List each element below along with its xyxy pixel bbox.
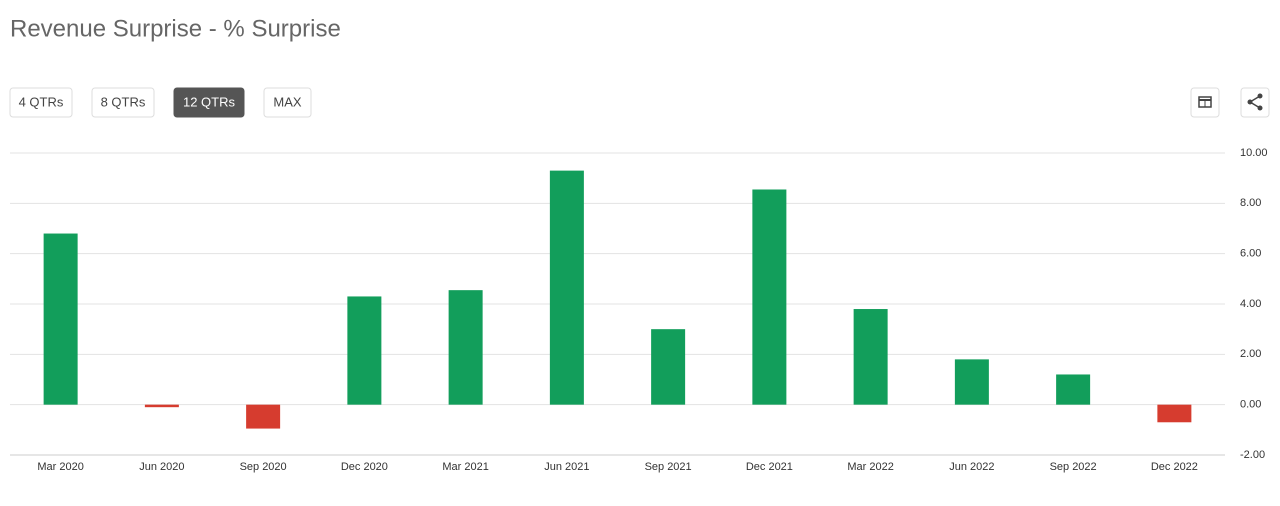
share-icon-dot [1257,93,1263,99]
range-button-label[interactable]: 8 QTRs [101,94,146,109]
button-frame [1240,87,1270,118]
y-tick-label: 8.00 [1240,197,1261,209]
bar [43,233,78,405]
bar [853,309,888,405]
table-button[interactable] [1190,87,1220,118]
x-tick-label: Mar 2022 [847,461,893,473]
x-tick-label: Dec 2021 [746,461,793,473]
x-tick-label: Jun 2022 [949,461,994,473]
bar [752,189,787,405]
range-button-label[interactable]: MAX [273,94,302,109]
y-tick-label: 0.00 [1240,399,1261,411]
bar [448,290,483,405]
range-button[interactable] [9,87,73,118]
bar [1157,404,1192,423]
x-tick-label: Dec 2022 [1151,461,1198,473]
bar [347,296,382,405]
x-tick-label: Jun 2021 [544,461,589,473]
y-tick-label: 10.00 [1240,147,1268,159]
x-tick-label: Sep 2021 [645,461,692,473]
x-tick-label: Dec 2020 [341,461,388,473]
range-button-label[interactable]: 12 QTRs [183,94,236,109]
range-button[interactable] [173,87,245,118]
y-tick-label: -2.00 [1240,449,1265,461]
x-tick-label: Mar 2020 [37,461,83,473]
share-button[interactable] [1240,87,1270,118]
x-tick-label: Jun 2020 [139,461,184,473]
range-button[interactable] [91,87,155,118]
bar [954,359,989,405]
x-tick-label: Mar 2021 [442,461,488,473]
y-tick-label: 2.00 [1240,348,1261,360]
y-tick-label: 6.00 [1240,248,1261,260]
bar [144,404,179,408]
bar [246,404,281,429]
bar [1056,374,1091,405]
share-icon-dot [1257,105,1263,111]
range-button-label[interactable]: 4 QTRs [19,94,64,109]
bar [549,170,584,405]
bar [651,329,686,405]
share-icon-dot [1247,99,1253,105]
x-tick-label: Sep 2020 [240,461,287,473]
chart-title: Revenue Surprise - % Surprise [10,15,341,42]
y-tick-label: 4.00 [1240,298,1261,310]
x-tick-label: Sep 2022 [1050,461,1097,473]
range-button[interactable] [263,87,312,118]
